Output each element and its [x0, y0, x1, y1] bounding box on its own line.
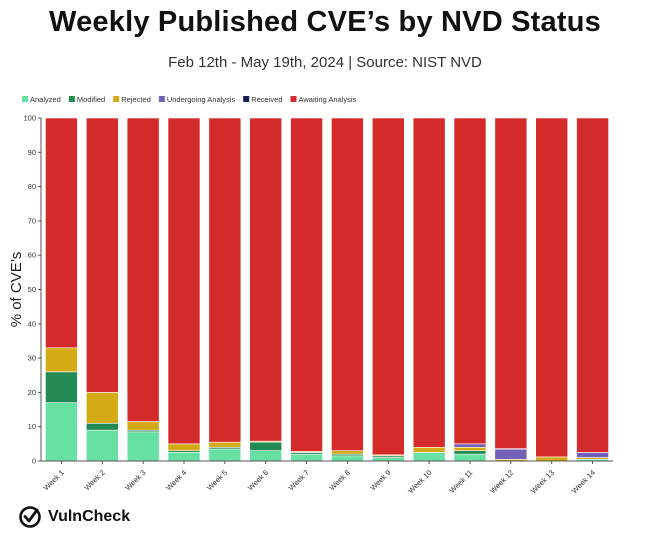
bar-segment-modified[interactable] — [45, 371, 78, 403]
bar-segment-analyzed[interactable] — [126, 431, 160, 462]
x-tick-label: Week 12 — [488, 468, 515, 495]
vulncheck-logo-icon — [19, 506, 41, 528]
stacked-bar-chart: Analyzed Modified Rejected Undergoing Analy… — [8, 95, 613, 495]
y-tick-label: 100 — [23, 114, 36, 123]
chart-title: Weekly Published CVE’s by NVD Status — [49, 6, 601, 38]
x-tick-label: Week 11 — [448, 468, 475, 495]
bar-segment-awaiting-analysis[interactable] — [412, 117, 446, 448]
bar-segment-rejected[interactable] — [85, 392, 119, 424]
bar-segment-analyzed[interactable] — [208, 448, 242, 462]
bar-segment-rejected[interactable] — [45, 347, 78, 373]
bar-segment-analyzed[interactable] — [167, 452, 201, 462]
x-tick-label: Week 2 — [82, 468, 106, 492]
y-tick-label: 20 — [28, 388, 36, 397]
bar-segment-awaiting-analysis[interactable] — [453, 117, 487, 445]
y-tick-label: 10 — [28, 422, 36, 431]
x-tick-label: Week 6 — [246, 468, 270, 492]
bar-segment-awaiting-analysis[interactable] — [576, 117, 609, 453]
x-tick-label: Week 14 — [570, 468, 597, 495]
bar-segment-analyzed[interactable] — [249, 450, 283, 462]
legend-swatch-2 — [113, 96, 120, 102]
y-axis-title: % of CVE’s — [8, 252, 25, 328]
bar-segment-rejected[interactable] — [453, 446, 487, 452]
bar-segment-undergoing-analysis[interactable] — [576, 452, 609, 458]
bar-segment-modified[interactable] — [85, 422, 119, 431]
legend-label-3: Undergoing Analysis — [167, 95, 236, 104]
legend-swatch-3 — [158, 96, 165, 102]
y-tick-label: 50 — [28, 285, 36, 294]
legend-swatch-4 — [243, 96, 250, 102]
legend-label-5: Awaiting Analysis — [299, 95, 357, 104]
x-tick-label: Week 8 — [328, 468, 352, 492]
legend-swatch-5 — [290, 96, 297, 102]
bar-segment-awaiting-analysis[interactable] — [535, 117, 569, 458]
bar-segment-awaiting-analysis[interactable] — [249, 117, 283, 442]
bar-segment-modified[interactable] — [249, 441, 283, 452]
legend-label-1: Modified — [77, 95, 105, 104]
brand-logo: VulnCheck — [18, 505, 130, 529]
y-tick-label: 0 — [32, 457, 36, 466]
bar-segment-awaiting-analysis[interactable] — [494, 117, 528, 449]
bar-segment-analyzed[interactable] — [290, 453, 323, 462]
bar-segment-awaiting-analysis[interactable] — [290, 117, 323, 452]
bar-segment-undergoing-analysis[interactable] — [453, 443, 487, 448]
x-tick-label: Week 13 — [529, 468, 556, 495]
legend-label-4: Received — [251, 95, 282, 104]
y-tick-label: 30 — [28, 354, 36, 363]
brand-name: VulnCheck — [48, 508, 131, 525]
bar-segment-analyzed[interactable] — [331, 455, 364, 462]
y-tick-label: 40 — [28, 319, 36, 328]
bar-segment-rejected[interactable] — [126, 421, 160, 431]
bar-segment-awaiting-analysis[interactable] — [371, 117, 405, 456]
legend-swatch-1 — [68, 96, 75, 102]
bar-segment-rejected[interactable] — [412, 446, 446, 453]
bar-segment-analyzed[interactable] — [45, 402, 78, 462]
legend-label-0: Analyzed — [30, 95, 61, 104]
bar-segment-awaiting-analysis[interactable] — [45, 117, 78, 349]
bar-segment-awaiting-analysis[interactable] — [167, 117, 201, 445]
x-tick-label: Week 9 — [368, 468, 392, 492]
bar-segment-analyzed[interactable] — [85, 429, 119, 462]
bar-segment-rejected[interactable] — [208, 441, 242, 448]
legend-label-2: Rejected — [121, 95, 151, 104]
bar-segment-awaiting-analysis[interactable] — [331, 117, 364, 452]
bar-segment-analyzed[interactable] — [412, 452, 446, 462]
y-tick-label: 70 — [28, 216, 36, 225]
bar-segment-rejected[interactable] — [331, 450, 364, 455]
bar-segment-rejected[interactable] — [535, 456, 569, 462]
y-tick-label: 80 — [28, 182, 36, 191]
bar-segment-awaiting-analysis[interactable] — [85, 117, 119, 393]
x-tick-label: Week 1 — [42, 468, 66, 492]
bar-segment-undergoing-analysis[interactable] — [494, 448, 528, 460]
x-tick-label: Week 10 — [406, 468, 433, 495]
x-tick-label: Week 7 — [287, 468, 311, 492]
bar-segment-awaiting-analysis[interactable] — [208, 117, 242, 443]
x-tick-label: Week 3 — [123, 468, 147, 492]
x-tick-label: Week 5 — [205, 468, 229, 492]
bar-segment-analyzed[interactable] — [453, 453, 487, 462]
bar-segment-rejected[interactable] — [167, 443, 201, 452]
chart-subtitle: Feb 12th - May 19th, 2024 | Source: NIST… — [168, 54, 482, 71]
bar-segment-analyzed[interactable] — [371, 457, 405, 462]
y-tick-label: 90 — [28, 148, 36, 157]
legend-swatch-0 — [22, 96, 28, 102]
y-tick-label: 60 — [28, 251, 36, 260]
bar-segment-awaiting-analysis[interactable] — [126, 117, 160, 422]
bar-segment-modified[interactable] — [453, 450, 487, 455]
x-tick-label: Week 4 — [164, 468, 188, 492]
